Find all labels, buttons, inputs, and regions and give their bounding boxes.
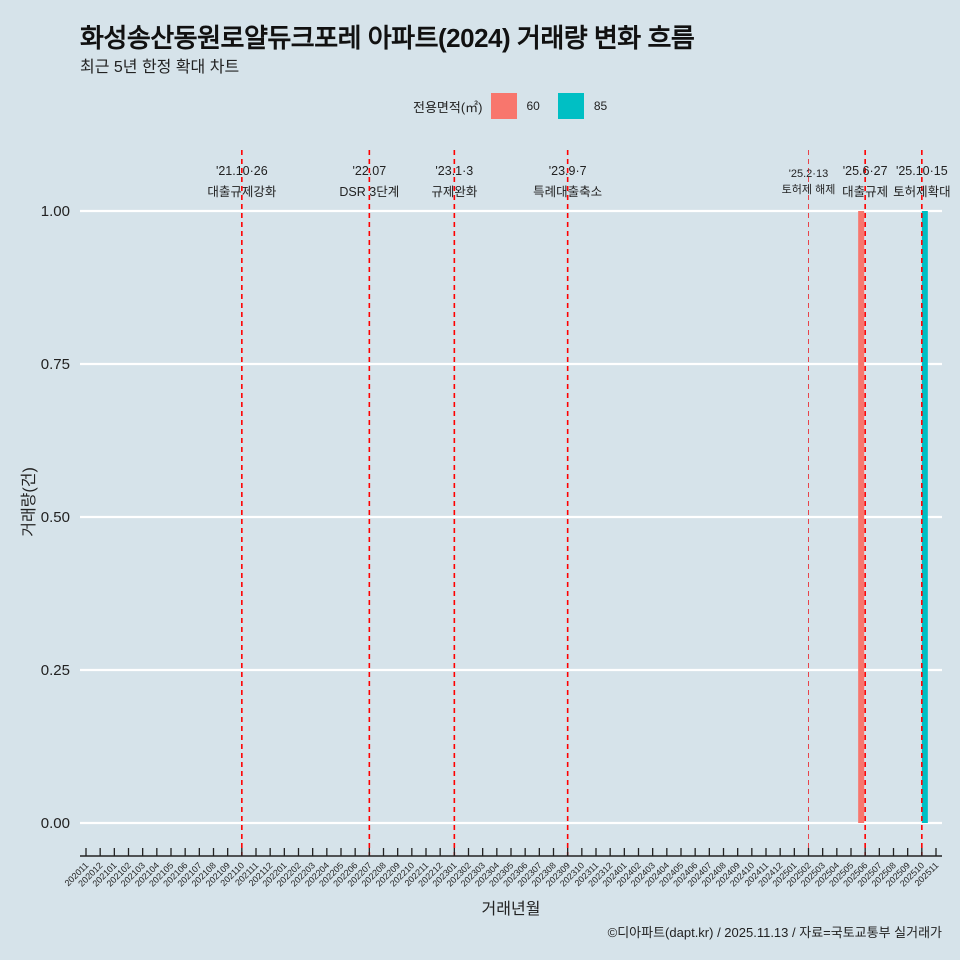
event-label: 대출규제 [842,185,888,199]
y-tick-label: 1.00 [41,203,70,220]
bar-85 [921,211,928,823]
chart-subtitle: 최근 5년 한정 확대 차트 [80,59,240,76]
event-label: 토허제확대 [893,185,951,199]
event-label: 특례대출축소 [533,185,602,199]
event-label: 규제완화 [431,185,478,199]
event-label: 대출규제강화 [207,185,277,199]
event-date: '21.10·26 [216,164,268,178]
chart-title: 화성송산동원로얄듀크포레 아파트(2024) 거래량 변화 흐름 [80,23,695,53]
event-date: '22.07 [352,164,386,178]
event-date: '25.2·13 [789,168,828,180]
legend: 전용면적(㎡) 60 85 [413,93,617,119]
event-label: 토허제 해제 [782,182,836,196]
event-date: '25.6·27 [843,164,888,178]
legend-title: 전용면적(㎡) [413,99,483,115]
bar-60 [858,211,865,823]
legend-label-60: 60 [526,99,540,113]
y-tick-label: 0.75 [41,356,70,373]
y-tick-label: 0.25 [41,662,70,679]
x-axis-title: 거래년월 [482,900,541,918]
event-date: '25.10·15 [896,164,948,178]
legend-swatch-60 [490,93,517,119]
y-tick-label: 0.00 [41,815,70,832]
caption: ©디아파트(dapt.kr) / 2025.11.13 / 자료=국토교통부 실… [607,925,942,940]
y-tick-label: 0.50 [41,509,70,526]
event-date: '23.1·3 [435,164,473,178]
event-label: DSR 3단계 [339,185,399,199]
event-date: '23.9·7 [549,164,587,178]
y-axis-title: 거래량(건) [20,467,38,537]
legend-swatch-85 [557,93,584,119]
legend-label-85: 85 [593,99,608,113]
